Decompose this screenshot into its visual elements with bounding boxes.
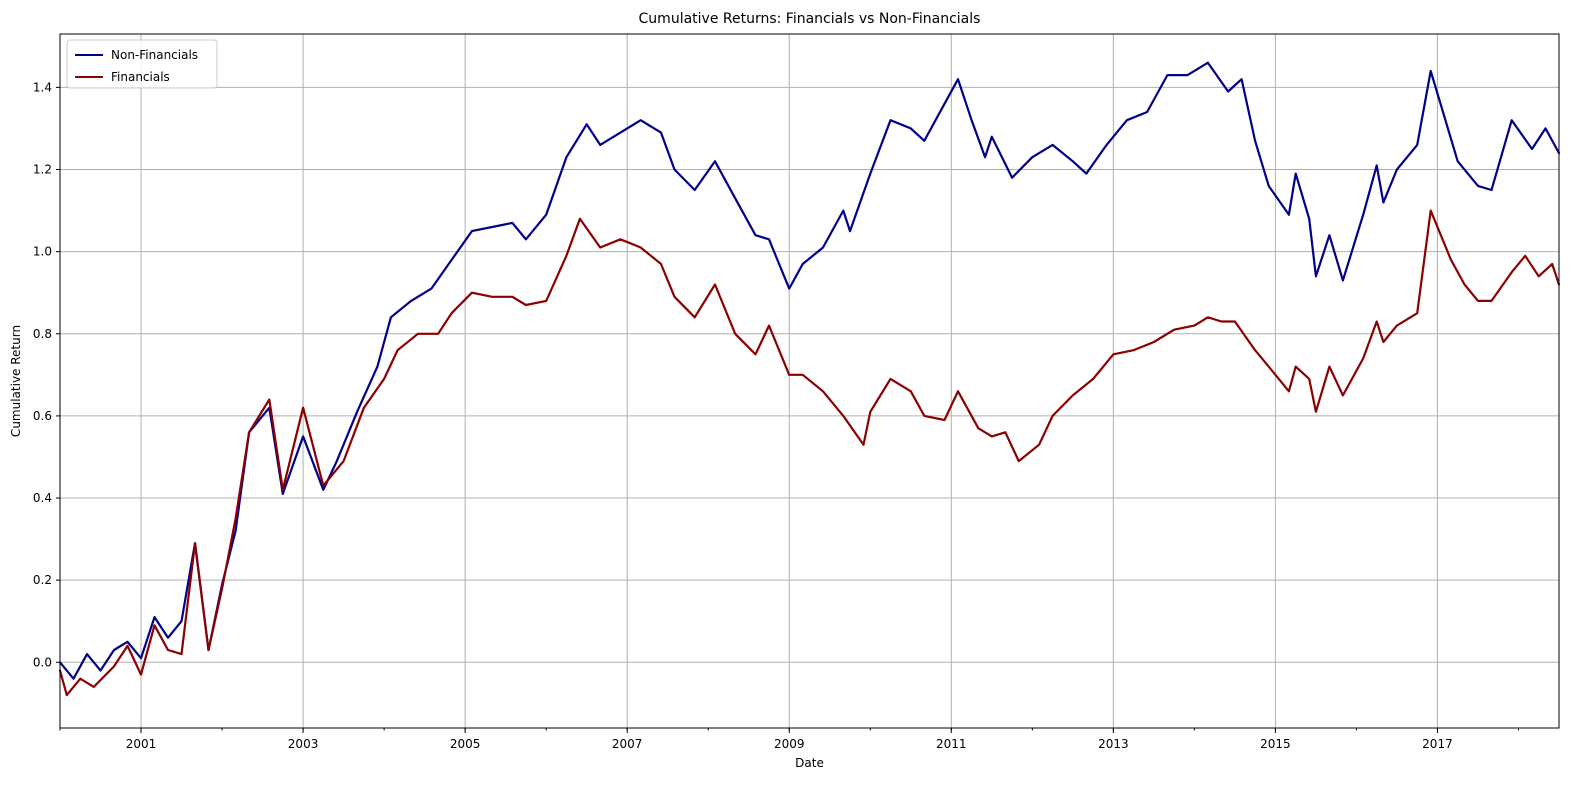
x-axis-ticks: 2001 2003 2005 2007 2009 2011 2013 2015 2017 <box>59 728 1519 751</box>
x-tick-label: 2003 <box>288 737 319 751</box>
y-axis-ticks: 0.0 0.2 0.4 0.6 0.8 1.0 1.2 1.4 <box>33 80 60 669</box>
y-tick-label: 0.6 <box>33 409 52 423</box>
y-tick-label: 1.2 <box>33 163 52 177</box>
series-line-financials <box>58 209 1561 697</box>
x-tick-label: 2017 <box>1422 737 1453 751</box>
y-tick-label: 1.4 <box>33 80 52 94</box>
y-tick-label: 0.0 <box>33 655 52 669</box>
series-line-non-financials <box>58 61 1561 680</box>
legend-box <box>66 39 218 89</box>
legend-label-financials: Financials <box>111 70 170 84</box>
plot-frame <box>59 33 1560 729</box>
series-lines <box>58 61 1561 697</box>
x-tick-label: 2015 <box>1260 737 1291 751</box>
x-tick-label: 2007 <box>612 737 643 751</box>
legend-label-non-financials: Non-Financials <box>111 48 198 62</box>
x-tick-label: 2011 <box>936 737 967 751</box>
y-tick-label: 1.0 <box>33 245 52 259</box>
x-tick-label: 2001 <box>126 737 157 751</box>
x-axis-title: Date <box>795 756 824 770</box>
y-tick-label: 0.8 <box>33 327 52 341</box>
y-axis-title: Cumulative Return <box>9 325 23 437</box>
legend: Non-Financials Financials <box>66 39 218 89</box>
x-tick-label: 2009 <box>774 737 805 751</box>
chart-title: Cumulative Returns: Financials vs Non-Fi… <box>639 11 981 27</box>
x-tick-label: 2013 <box>1098 737 1129 751</box>
grid <box>60 34 1559 728</box>
x-tick-label: 2005 <box>450 737 481 751</box>
y-tick-label: 0.4 <box>33 491 52 505</box>
y-tick-label: 0.2 <box>33 573 52 587</box>
